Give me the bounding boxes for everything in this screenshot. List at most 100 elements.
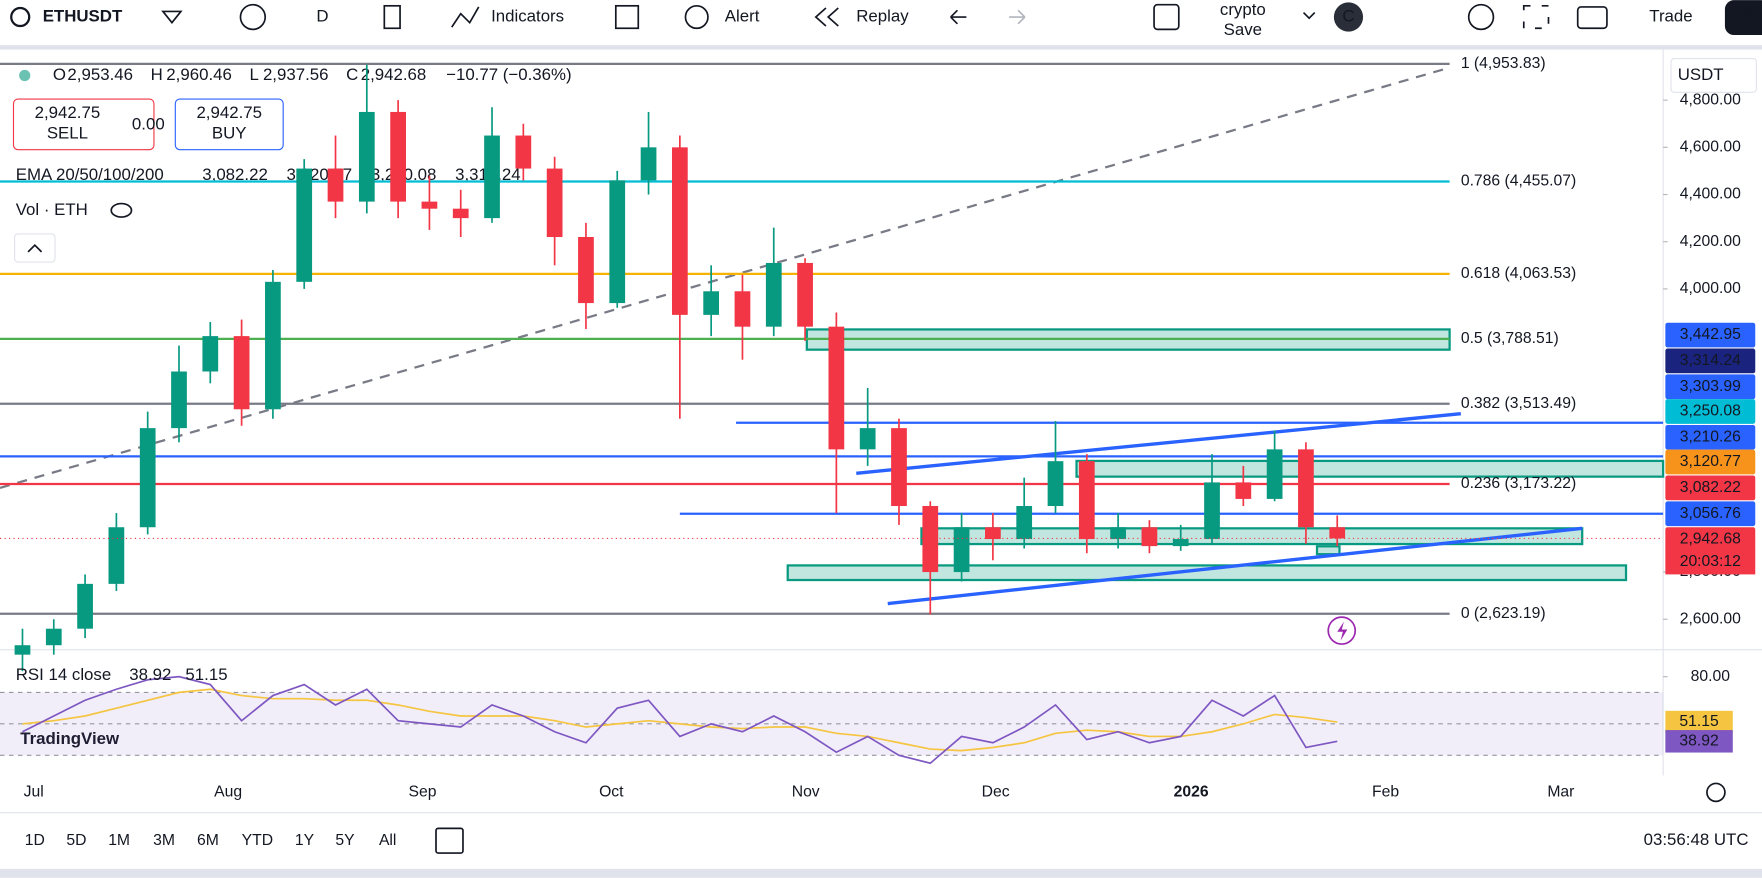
candle-body (640, 147, 657, 181)
alert[interactable]: Alert (725, 6, 760, 25)
range-button[interactable]: 1Y (295, 832, 315, 849)
price-label: 3,314.24 (1680, 352, 1741, 369)
candle-body (171, 371, 187, 429)
price-label: 3,250.08 (1680, 403, 1741, 420)
avatar[interactable]: C (1342, 6, 1354, 25)
range-button[interactable]: 5D (66, 832, 86, 849)
fullscreen[interactable] (1522, 4, 1550, 30)
settings[interactable] (1467, 3, 1495, 31)
countdown: 20:03:12 (1680, 553, 1741, 570)
range-button[interactable]: 6M (197, 832, 219, 849)
x-tick-label: Sep (409, 784, 437, 801)
sell-label[interactable]: SELL (47, 123, 88, 142)
range-button[interactable]: 5Y (335, 832, 355, 849)
rsi-tick-label: 80.00 (1691, 668, 1731, 685)
ohlc-label: C (346, 65, 358, 84)
fib-label: 1 (4,953.83) (1461, 55, 1546, 72)
templates[interactable] (614, 4, 640, 30)
price-label-bg (1665, 374, 1756, 400)
price-label-bg (1665, 527, 1756, 552)
range-button[interactable]: All (379, 832, 396, 849)
hidden-icon[interactable] (110, 202, 133, 218)
y-tick-label: 4,600.00 (1680, 138, 1741, 155)
indicators-icon[interactable] (451, 6, 480, 28)
interval[interactable]: D (316, 6, 328, 25)
redo[interactable] (1009, 9, 1026, 25)
date-range-icon[interactable] (435, 827, 464, 854)
candle-body (671, 147, 688, 315)
candle-body (1298, 449, 1314, 528)
x-tick-label: Mar (1547, 784, 1574, 801)
publish[interactable]: Pu (1742, 6, 1762, 25)
rsi-value: 38.92 (129, 665, 171, 684)
candle-body (734, 291, 751, 327)
layout-menu[interactable] (1302, 11, 1316, 20)
x-tick-label: Jul (24, 784, 44, 801)
candle-body (953, 527, 970, 573)
layout-icon[interactable] (1153, 3, 1180, 31)
diamond-icon[interactable] (161, 10, 183, 25)
fib-label: 0.236 (3,173.22) (1461, 475, 1576, 492)
save[interactable]: Save (1224, 20, 1262, 39)
layout-name[interactable]: crypto (1220, 0, 1266, 19)
alert-icon[interactable] (684, 4, 709, 30)
replay[interactable]: Replay (856, 6, 909, 25)
avatar-bg[interactable] (1333, 2, 1364, 32)
fib-label: 0 (2,623.19) (1461, 605, 1546, 622)
candle-body (1110, 527, 1126, 540)
buy-label[interactable]: BUY (212, 123, 247, 142)
range-button[interactable]: 1M (108, 832, 130, 849)
price-label: 3,303.99 (1680, 378, 1741, 395)
search-icon[interactable] (10, 6, 31, 28)
range-button[interactable]: 3M (153, 832, 175, 849)
undo[interactable] (950, 9, 967, 25)
indicators[interactable]: Indicators (491, 6, 564, 25)
candle-body (202, 336, 219, 372)
add-symbol[interactable] (239, 3, 267, 31)
buy-price[interactable]: 2,942.75 (196, 103, 262, 122)
candle-body (1235, 482, 1252, 499)
candle-body (296, 168, 313, 282)
event-icon[interactable] (1327, 616, 1357, 645)
axis-settings[interactable] (1706, 782, 1726, 803)
currency-button[interactable] (1670, 58, 1757, 93)
collapse-button[interactable] (14, 233, 56, 263)
rsi-ma-label-bg (1665, 710, 1733, 734)
rsi-ma-value: 51.15 (185, 665, 227, 684)
publish-bg[interactable] (1724, 0, 1762, 36)
screenshot[interactable] (1576, 6, 1608, 30)
x-tick-label: Aug (214, 784, 242, 801)
buy-button[interactable] (174, 98, 284, 151)
y-tick-label: 4,800.00 (1680, 91, 1741, 108)
trade[interactable]: Trade (1649, 6, 1692, 25)
candle-body (1141, 527, 1158, 547)
candle-body (922, 505, 939, 573)
ohlc-value: 2,953.46 (67, 65, 133, 84)
range-button[interactable]: YTD (242, 832, 273, 849)
fib-label: 0.618 (4,063.53) (1461, 265, 1576, 282)
currency[interactable]: USDT (1678, 65, 1724, 84)
ema-title: EMA 20/50/100/200 (16, 165, 164, 184)
symbol[interactable]: ETHUSDT (43, 6, 123, 25)
zone (786, 564, 1628, 582)
price-label-bg (1665, 322, 1756, 348)
candle-body (765, 262, 782, 327)
range-button[interactable]: 1D (25, 832, 45, 849)
candle-body (546, 168, 563, 238)
sell-button[interactable] (12, 98, 155, 151)
clock[interactable]: 03:56:48 UTC (1644, 830, 1749, 849)
fib-label: 0.5 (3,788.51) (1461, 330, 1559, 347)
candle-body (985, 527, 1001, 540)
candle-body (1078, 461, 1095, 540)
candle-body (77, 583, 93, 629)
price-label: 3,210.26 (1680, 428, 1741, 445)
candle-body (797, 262, 813, 327)
replay-icon[interactable] (814, 7, 839, 27)
chart-type[interactable] (383, 4, 401, 30)
logo: TradingView (20, 729, 120, 748)
ohlc-label: L (249, 65, 258, 84)
candle-body (45, 628, 62, 646)
countdown-bg (1665, 549, 1756, 575)
sell-price[interactable]: 2,942.75 (35, 103, 101, 122)
price-label: 3,442.95 (1680, 326, 1741, 343)
